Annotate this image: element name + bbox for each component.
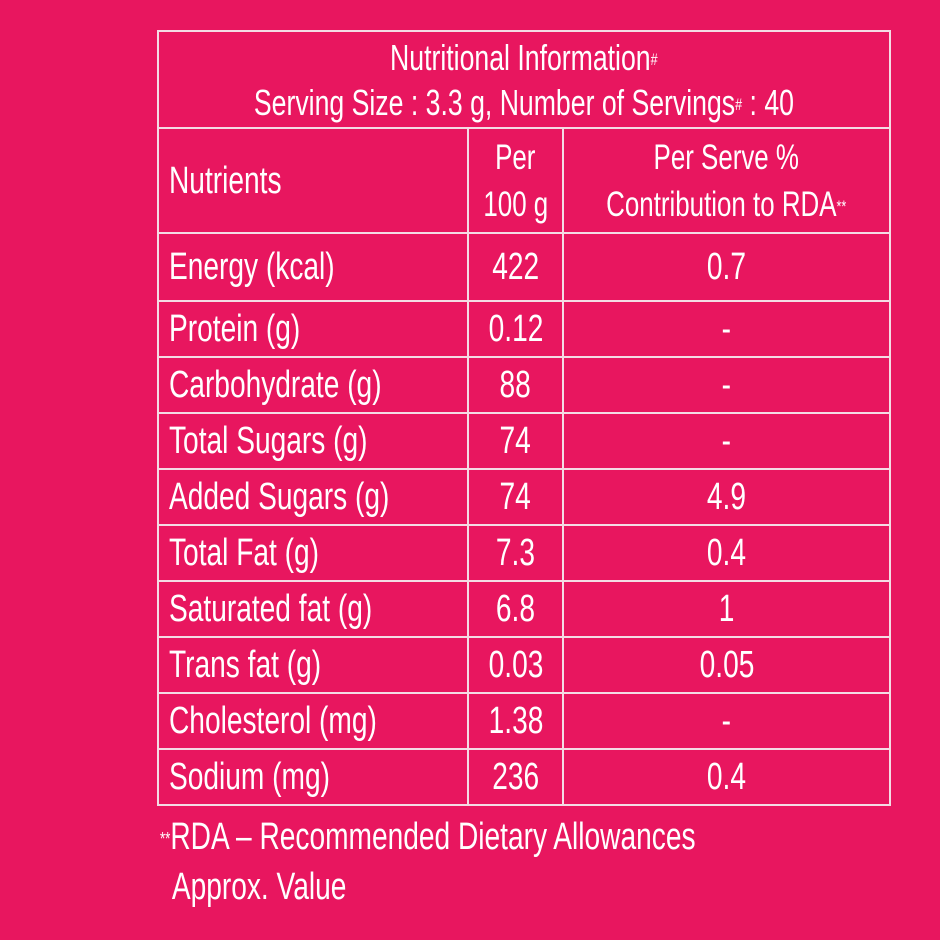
table-row: Protein (g) 0.12- [157, 300, 891, 358]
nutrient-name: Saturated fat (g) [157, 580, 469, 638]
per-100g-value: 1.38 [466, 692, 565, 750]
per-100g-value: 236 [466, 748, 565, 806]
per-100g-value: 74 [466, 412, 565, 470]
rda-value: 0.4 [562, 748, 891, 806]
rda-value: - [562, 412, 891, 470]
rda-value: 4.9 [562, 468, 891, 526]
table-title-cell: Nutritional Information# Serving Size : … [157, 30, 891, 129]
rda-value: - [562, 692, 891, 750]
table-title-row: Nutritional Information# Serving Size : … [157, 30, 891, 129]
per-100g-value: 0.12 [466, 300, 565, 358]
column-header-rda: Per Serve % Contribution to RDA** [562, 127, 891, 234]
per-100g-value: 7.3 [466, 524, 565, 582]
rda-value: 0.4 [562, 524, 891, 582]
nutrient-name: Energy (kcal) [157, 232, 469, 302]
nutrient-name: Sodium (mg) [157, 748, 469, 806]
table-row: Saturated fat (g) 6.8 1 [157, 580, 891, 638]
rda-value: 0.05 [562, 636, 891, 694]
rda-value: 1 [562, 580, 891, 638]
footnote: **RDA – Recommended Dietary Allowances A… [160, 816, 696, 908]
nutrient-name: Trans fat (g) [157, 636, 469, 694]
table-row: Total Fat (g) 7.3 0.4 [157, 524, 891, 582]
nutrient-name: Total Sugars (g) [157, 412, 469, 470]
per-100g-value: 0.03 [466, 636, 565, 694]
per-100g-value: 422 [466, 232, 565, 302]
table-title: Nutritional Information# [390, 36, 658, 78]
nutrient-name: Total Fat (g) [157, 524, 469, 582]
table-row: Energy (kcal) 422 0.7 [157, 232, 891, 302]
per-100g-value: 74 [466, 468, 565, 526]
table-row: Sodium (mg) 236 0.4 [157, 748, 891, 806]
table-row: Added Sugars (g) 74 4.9 [157, 468, 891, 526]
rda-value: 0.7 [562, 232, 891, 302]
rda-value: - [562, 300, 891, 358]
table-row: Total Sugars (g) 74- [157, 412, 891, 470]
table-row: Cholesterol (mg) 1.38- [157, 692, 891, 750]
column-header-nutrients: Nutrients [157, 127, 469, 234]
column-header-per100: Per 100 g [466, 127, 565, 234]
nutrient-name: Protein (g) [157, 300, 469, 358]
rda-value: - [562, 356, 891, 414]
nutrient-name: Carbohydrate (g) [157, 356, 469, 414]
nutrient-name: Cholesterol (mg) [157, 692, 469, 750]
column-header-row: Nutrients Per 100 g Per Serve % Contributi… [157, 127, 891, 234]
table-row: Carbohydrate (g) 88- [157, 356, 891, 414]
nutrient-name: Added Sugars (g) [157, 468, 469, 526]
per-100g-value: 6.8 [466, 580, 565, 638]
per-100g-value: 88 [466, 356, 565, 414]
table-row: Trans fat (g) 0.03 0.05 [157, 636, 891, 694]
nutrition-table: Nutritional Information# Serving Size : … [157, 30, 891, 806]
serving-info: Serving Size : 3.3 g, Number of Servings… [253, 81, 794, 123]
